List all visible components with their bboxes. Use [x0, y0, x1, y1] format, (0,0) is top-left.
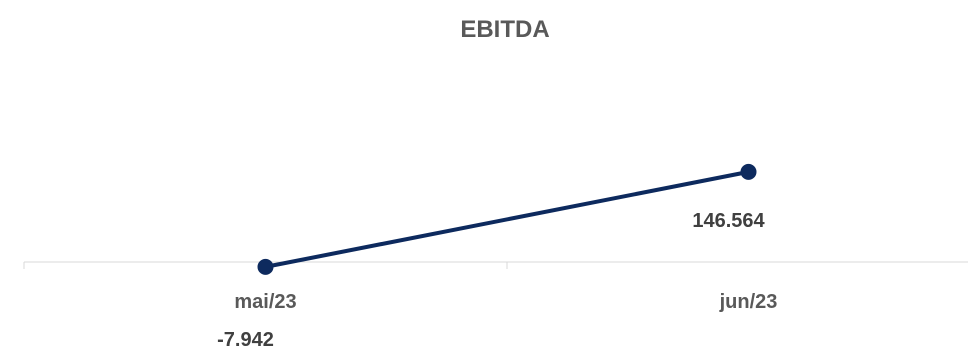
data-point — [740, 163, 757, 180]
series-line — [263, 169, 751, 269]
chart-title: EBITDA — [460, 16, 549, 43]
plot-area: -7.942 146.564 — [217, 163, 766, 348]
data-label: 146.564 — [692, 210, 765, 232]
x-tick-label: jun/23 — [719, 291, 778, 313]
x-axis: mai/23 jun/23 — [23, 261, 968, 313]
data-point — [257, 258, 274, 275]
x-tick-label: mai/23 — [234, 291, 296, 313]
data-label: -7.942 — [217, 329, 274, 348]
